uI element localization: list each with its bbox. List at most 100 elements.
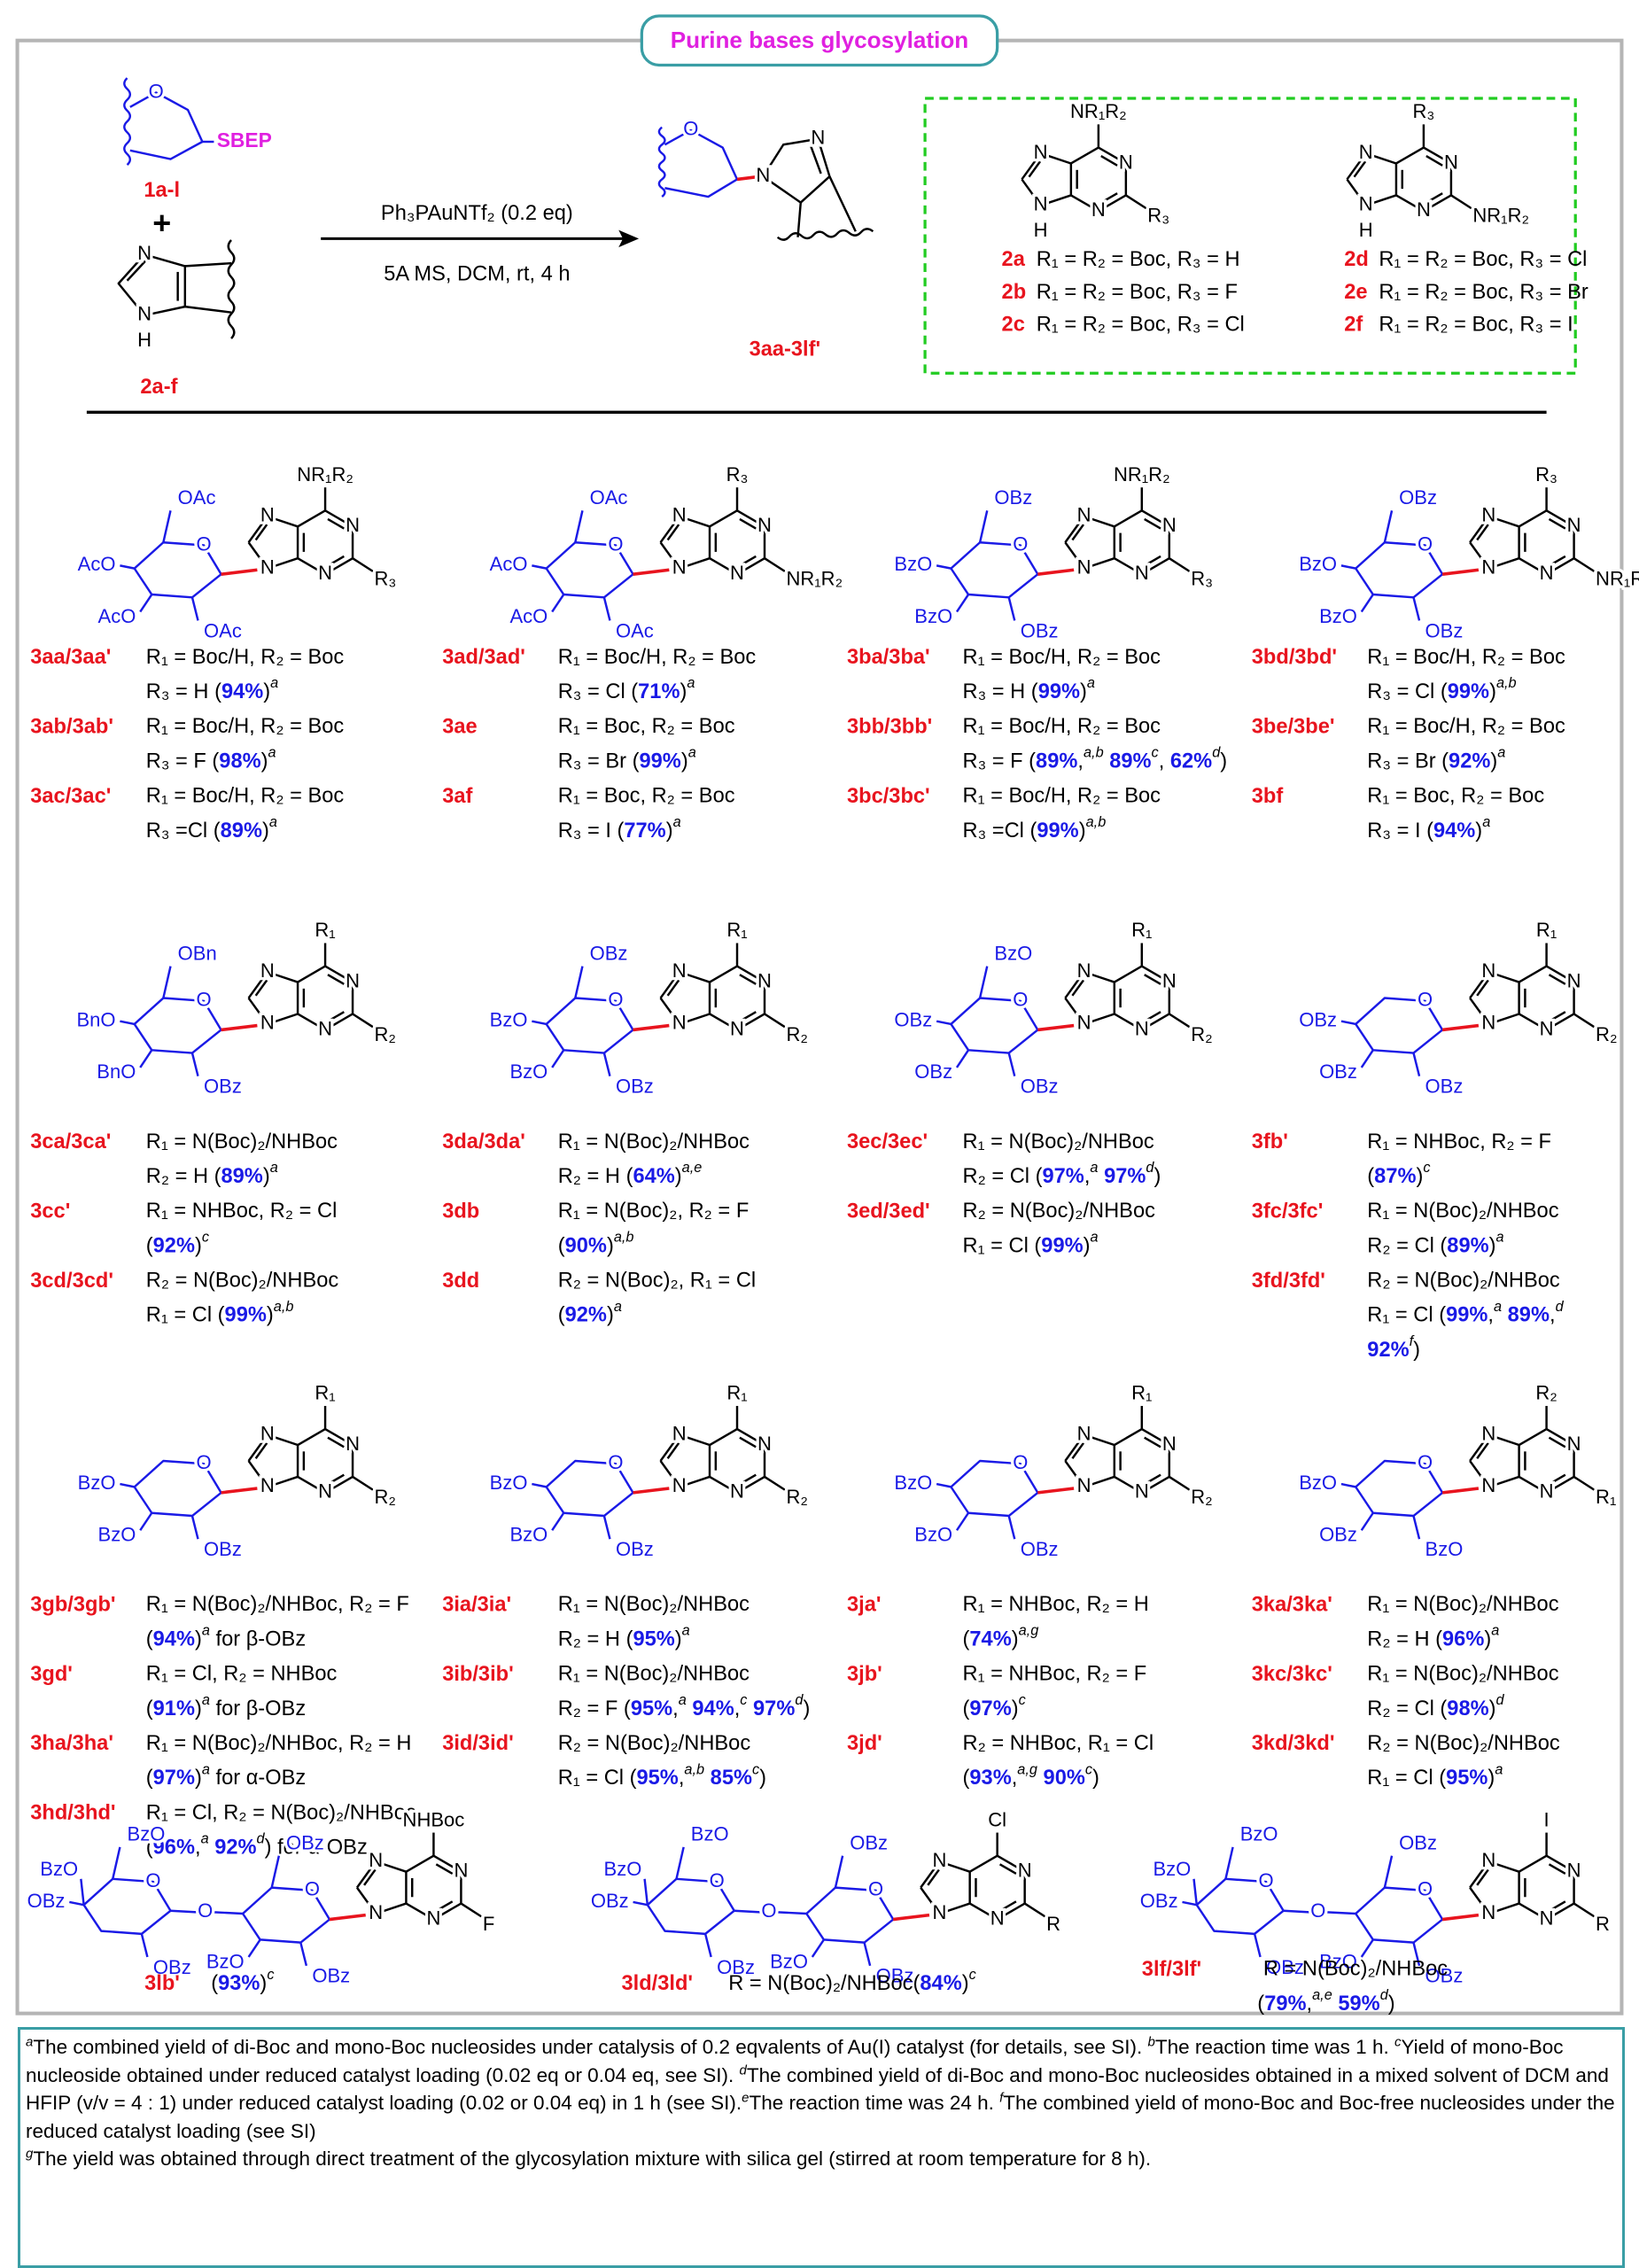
bond [1037,568,1075,576]
entry-line: R₁ = NHBoc, R₂ = Cl [146,1200,338,1223]
entry-line: R₂ = H (89%)a [146,1160,278,1188]
compound-label: 3fd/3fd' [1252,1270,1325,1293]
bond [1346,152,1367,181]
bond [69,1900,84,1907]
bond [352,557,374,572]
bond [112,1846,121,1880]
substituent: R₂ [1535,1382,1557,1404]
bond [1007,1052,1016,1076]
protecting-group: BzO [1153,1858,1191,1880]
bond [1545,509,1575,528]
compound-label: 3ld/3ld' [621,1972,693,1995]
protecting-group: OBz [1399,486,1437,509]
entry-line: R₃ =Cl (89%)a [146,814,277,843]
bond [551,594,565,613]
compound-label: 3jb' [847,1663,882,1686]
bond [120,1020,135,1026]
atom-label: N [1162,1433,1177,1455]
bond [1141,557,1170,576]
footnote-mark: c [1085,1762,1092,1778]
text-run: R₂ = N(Boc)₂, R₁ = Cl [558,1270,756,1293]
footnote-mark: a [270,676,278,692]
substituent: R₂ [1596,1023,1617,1045]
atom-label: N [1567,1859,1581,1881]
footnote-mark: d [1556,1299,1565,1315]
entry-line: 92%f) [1367,1333,1420,1362]
entry-line: R₂ = N(Boc)₂, R₁ = Cl [558,1270,756,1293]
text-run: R₁ = Cl, R₂ = NHBoc [146,1663,338,1686]
yield: 92% [1449,750,1490,773]
yield: 90% [1044,1767,1085,1790]
compound-label: 3kc/3kc' [1252,1663,1332,1686]
footnote-mark: f [999,2090,1004,2106]
compound-label: 3gd' [30,1663,73,1686]
bond [1441,1023,1480,1032]
text-run: , [195,1837,201,1860]
text-run: R₂ = N(Boc)₂/NHBoc [558,1732,751,1755]
entry-line: R₁ = N(Boc)₂, R₂ = F [558,1200,750,1223]
atom-label: N [756,164,770,186]
entry-line: (74%)a,g [963,1623,1039,1651]
text-run: ( [1367,1165,1374,1188]
substituent: R₂ [786,1023,807,1045]
text-run: ( [146,1628,153,1651]
text-run: ) [263,1165,270,1188]
compound-label: 3kd/3kd' [1252,1732,1335,1755]
bond [184,261,232,268]
text-run: ( [558,1304,565,1327]
bond [355,1860,377,1889]
bond [659,997,680,1025]
text-run: , [734,1697,741,1720]
bond [254,1442,268,1459]
bond [532,564,547,570]
bond [324,509,353,528]
bond [327,555,345,567]
ring-oxygen: O [305,1878,320,1900]
text-run: R₁ = N(Boc)₂/NHBoc [1367,1200,1558,1223]
text-run: R₁ = N(Boc)₂/NHBoc [1367,1663,1558,1686]
entry-line: R₃ = I (94%)a [1367,814,1490,843]
bond [679,1433,711,1447]
footnote-mark: d [795,1692,804,1708]
protecting-group: OBz [1399,1831,1437,1853]
text-run: R₃ = H ( [963,680,1038,703]
atom-label: N [672,1422,687,1444]
atom-label: N [1417,198,1431,221]
atom-label: N [1444,151,1458,173]
entry-line: R₁ = N(Boc)₂/NHBoc [1367,1593,1558,1616]
bond [1040,151,1072,165]
text-run: , [679,1767,685,1790]
text-run: R₁ = Cl, R₂ = N(Boc)₂/NHBoc [146,1802,416,1825]
atom-label: N [1077,504,1091,526]
bond [920,1860,941,1889]
text-run: R₃ = H ( [146,680,221,703]
bond [736,965,765,983]
bond [1144,974,1161,985]
atom-label: N [318,1017,332,1039]
entry-line: (96%,a 92%d) for α-OBz [146,1831,368,1860]
text-run: R₂ = Cl ( [1367,1697,1447,1720]
text-run: R₃ = Br ( [1367,750,1449,773]
text-run: ) [195,1767,202,1790]
wavy-bond [227,239,236,339]
protecting-group: BzO [128,1823,166,1845]
atom-label: N [318,1480,332,1503]
bond [736,1428,765,1447]
protecting-group: OBz [1021,619,1059,641]
protecting-group: BzO [509,1060,548,1083]
bond [1469,1860,1490,1889]
text-run: R₂ = F ( [558,1697,631,1720]
text-run: R₃ = F ( [146,750,220,773]
atom-label: N [369,1901,383,1923]
bond [324,965,353,983]
substituent: R₃ [1191,568,1213,590]
yield: 74% [969,1628,1011,1651]
bond [352,1013,374,1029]
footnote-mark: a [673,814,681,830]
footnote-mark: a [202,1692,210,1708]
protecting-group: OBz [876,1965,914,1987]
yield: 94% [153,1628,195,1651]
bond [1412,596,1421,621]
atom-label: N [260,1474,275,1496]
footnote: fThe combined yield of mono-Boc and Boc-… [26,2092,1615,2142]
